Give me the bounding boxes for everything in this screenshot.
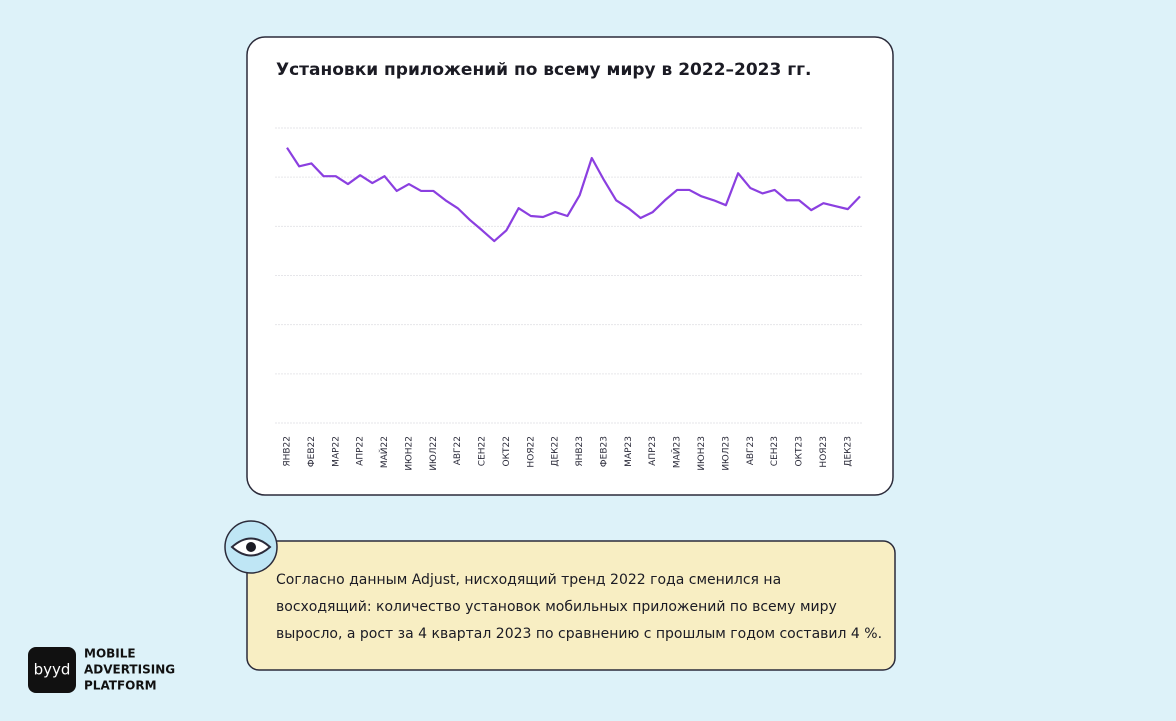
x-tick-label: СЕН22 xyxy=(478,436,488,466)
x-tick-label: МАЙ22 xyxy=(378,436,390,468)
x-tick-label: МАР22 xyxy=(331,436,341,467)
x-tick-label: НОЯ23 xyxy=(819,436,829,468)
logo-mark xyxy=(28,647,76,693)
x-tick-label: МАЙ23 xyxy=(671,436,683,468)
x-tick-label: ЯНВ22 xyxy=(283,436,293,467)
x-tick-label: МАР23 xyxy=(624,436,634,467)
x-tick-label: СЕН23 xyxy=(770,436,780,466)
logo-text: ADVERTISING xyxy=(84,663,175,677)
x-tick-label: ОКТ22 xyxy=(502,436,512,466)
x-tick-label: АПР23 xyxy=(648,436,658,466)
logo-mark-text: byyd xyxy=(34,661,71,679)
logo-text: PLATFORM xyxy=(84,679,157,693)
callout-text: Согласно данным Adjust, нисходящий тренд… xyxy=(276,572,781,588)
x-tick-label: ФЕВ23 xyxy=(599,436,609,467)
x-tick-label: ИЮН22 xyxy=(404,436,414,471)
chart-card xyxy=(246,36,894,496)
x-tick-label: ОКТ23 xyxy=(795,436,805,466)
x-tick-label: ФЕВ22 xyxy=(307,436,317,467)
x-tick-label: ИЮЛ23 xyxy=(721,436,731,471)
eye-icon xyxy=(224,520,278,574)
x-tick-label: ИЮН23 xyxy=(697,436,707,471)
chart-title: Установки приложений по всему миру в 202… xyxy=(276,60,811,80)
x-tick-label: ДЕК23 xyxy=(843,436,853,467)
x-tick-label: АВГ22 xyxy=(453,436,463,465)
x-tick-label: ИЮЛ22 xyxy=(429,436,439,471)
logo-text: MOBILE xyxy=(84,647,136,661)
callout-text: восходящий: количество установок мобильн… xyxy=(276,599,837,615)
x-tick-label: АВГ23 xyxy=(746,436,756,465)
x-tick-label: ЯНВ23 xyxy=(575,436,585,467)
x-tick-label: ДЕК22 xyxy=(551,436,561,467)
callout-box xyxy=(246,540,896,671)
line-series xyxy=(286,147,861,243)
x-tick-label: АПР22 xyxy=(356,436,366,466)
callout-text: выросло, а рост за 4 квартал 2023 по сра… xyxy=(276,626,882,642)
x-tick-label: НОЯ22 xyxy=(526,436,536,468)
